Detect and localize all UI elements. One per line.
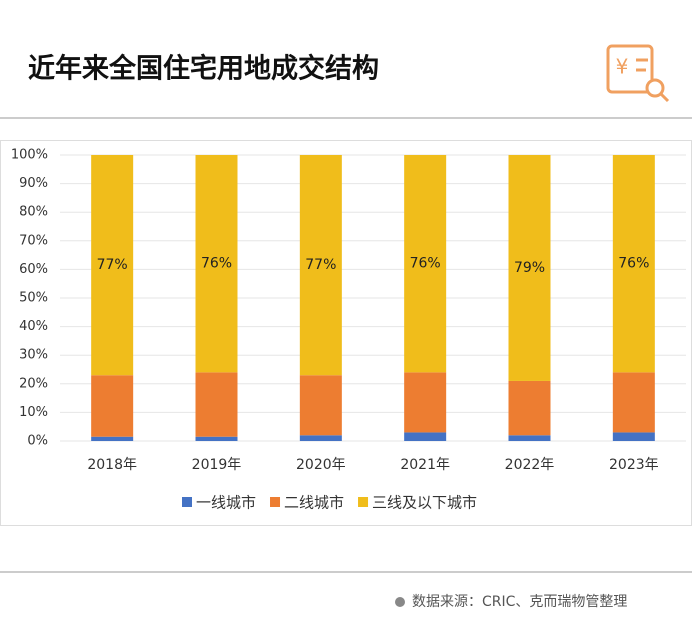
legend-swatch bbox=[182, 497, 192, 507]
x-tick-label: 2020年 bbox=[296, 457, 346, 473]
bar-segment bbox=[299, 155, 342, 376]
y-tick-label: 100% bbox=[11, 148, 48, 163]
bar-segment bbox=[299, 435, 342, 441]
legend-label: 一线城市 bbox=[196, 494, 256, 512]
bar-segment bbox=[508, 155, 551, 381]
value-label: 77% bbox=[305, 257, 336, 273]
y-tick-label: 0% bbox=[27, 434, 48, 449]
chart-title: 近年来全国住宅用地成交结构 bbox=[28, 53, 379, 85]
x-tick-label: 2022年 bbox=[505, 457, 555, 473]
plot: 0% 10% 20% 30% 40% 50% 60% 70% 80% 90% 100% 2018年 77… bbox=[11, 148, 686, 512]
y-tick-label: 50% bbox=[19, 291, 48, 306]
y-tick-label: 30% bbox=[19, 348, 48, 363]
source: 数据来源：CRIC、克而瑞物管整理 bbox=[412, 594, 627, 610]
y-tick-label: 40% bbox=[19, 319, 48, 334]
bar-segment bbox=[612, 155, 655, 373]
bar-segment bbox=[508, 380, 551, 436]
value-label: 79% bbox=[514, 260, 545, 276]
bar-segment bbox=[612, 372, 655, 433]
legend-swatch bbox=[358, 497, 369, 507]
bar-segment bbox=[612, 432, 655, 441]
bar-segment bbox=[195, 372, 238, 437]
value-label: 76% bbox=[618, 256, 649, 272]
legend-swatch bbox=[270, 497, 281, 507]
bar-segment bbox=[404, 155, 447, 373]
bar-segment bbox=[404, 432, 447, 441]
icon: ¥ bbox=[606, 44, 670, 103]
x-tick-label: 2023年 bbox=[609, 457, 659, 473]
bar-segment bbox=[404, 372, 447, 433]
y-tick-label: 70% bbox=[19, 233, 48, 248]
bar-segment bbox=[91, 155, 134, 376]
value-label: 76% bbox=[201, 256, 232, 272]
x-tick-label: 2019年 bbox=[192, 457, 242, 473]
bar-segment bbox=[195, 436, 238, 441]
y-tick-label: 60% bbox=[19, 262, 48, 277]
y-tick-label: 20% bbox=[19, 376, 48, 391]
svg-text:¥: ¥ bbox=[616, 55, 629, 79]
y-tick-label: 80% bbox=[19, 205, 48, 220]
bar-segment bbox=[91, 375, 134, 437]
y-tick-label: 90% bbox=[19, 176, 48, 191]
value-label: 77% bbox=[97, 257, 128, 273]
bar-segment bbox=[91, 436, 134, 441]
x-tick-label: 2021年 bbox=[400, 457, 450, 473]
source-dot bbox=[395, 597, 405, 607]
legend-label: 二线城市 bbox=[284, 494, 344, 512]
value-label: 76% bbox=[410, 256, 441, 272]
bar-segment bbox=[299, 375, 342, 436]
x-tick-label: 2018年 bbox=[87, 457, 137, 473]
legend-label: 三线及以下城市 bbox=[372, 494, 477, 512]
bar-segment bbox=[195, 155, 238, 373]
y-tick-label: 10% bbox=[19, 405, 48, 420]
bar-segment bbox=[508, 435, 551, 441]
chart-frame bbox=[0, 140, 692, 526]
